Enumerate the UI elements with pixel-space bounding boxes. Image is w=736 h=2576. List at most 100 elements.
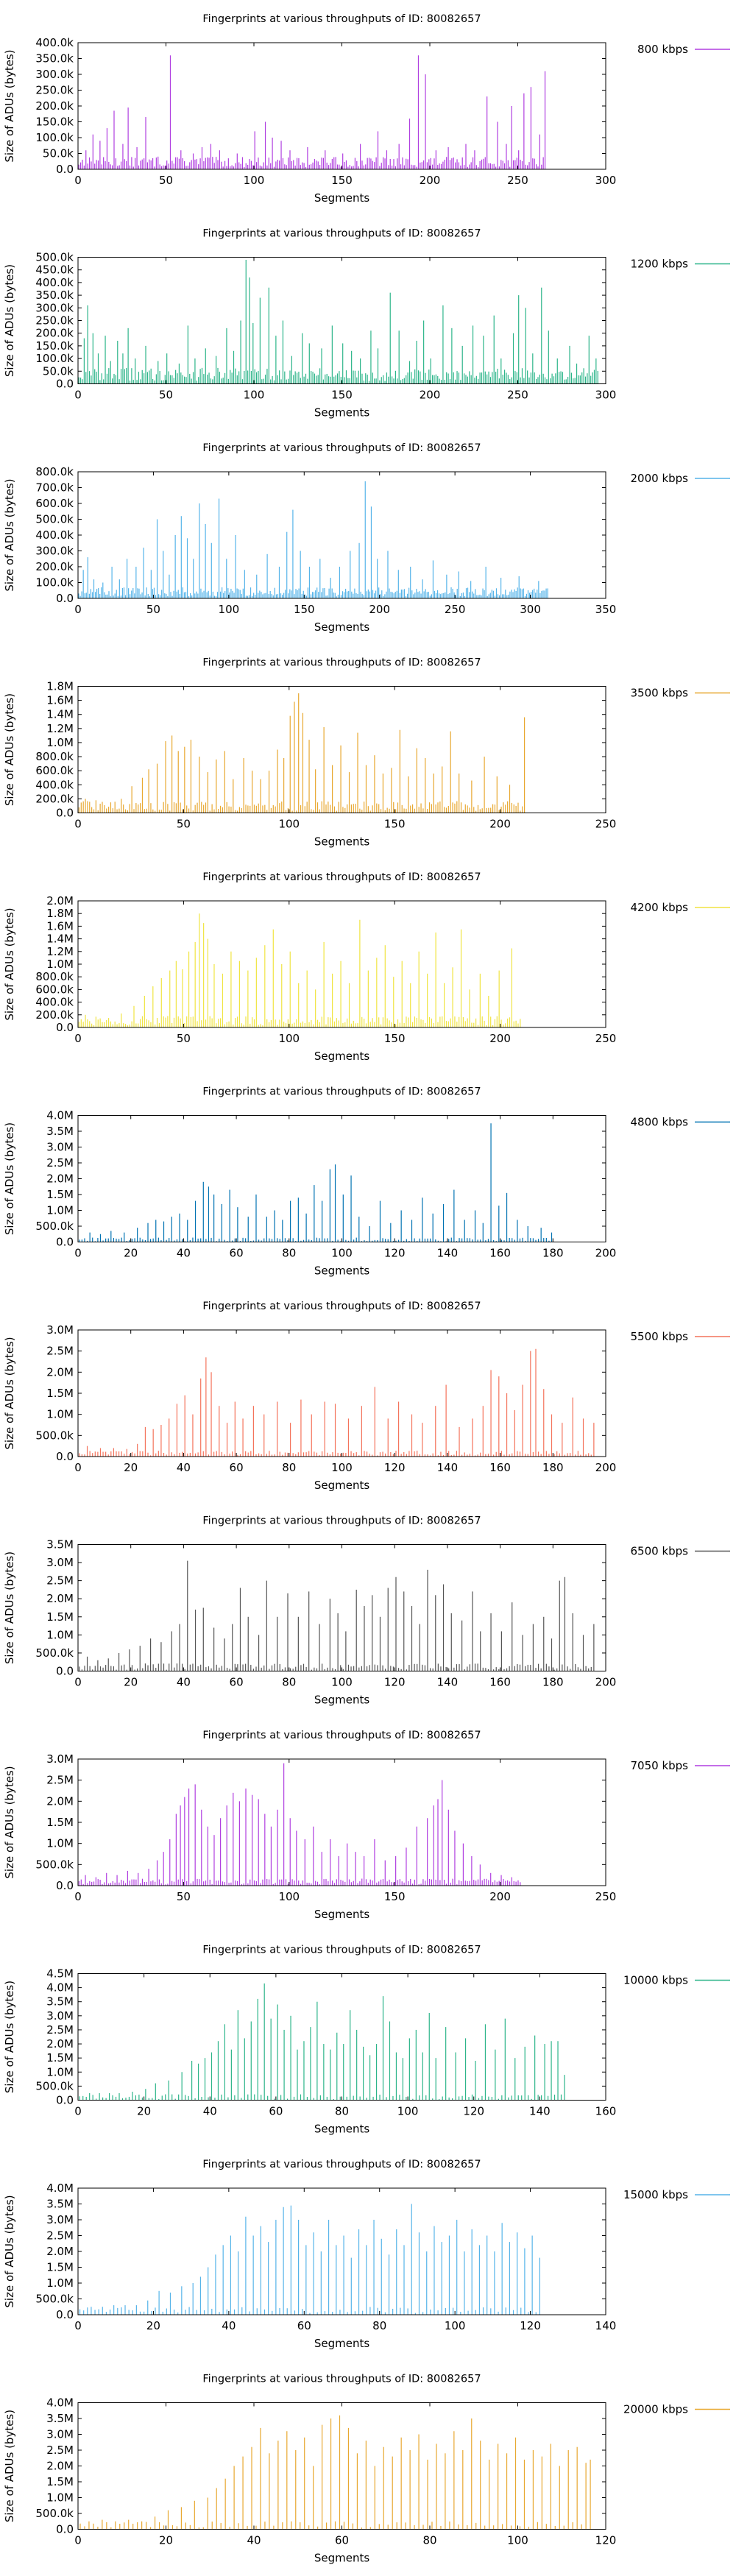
y-tick-label: 500.0k — [35, 251, 74, 264]
x-tick-label: 60 — [230, 1676, 244, 1689]
x-tick-label: 140 — [529, 2105, 551, 2118]
plot-frame — [77, 2402, 606, 2530]
y-tick-label: 400.0k — [35, 36, 74, 49]
x-tick-label: 200 — [489, 818, 511, 831]
chart-title: Fingerprints at various throughputs of I… — [202, 2374, 481, 2385]
x-tick-label: 0 — [74, 174, 82, 187]
bar-series — [79, 2204, 540, 2315]
plot-frame — [77, 1544, 606, 1671]
plot-frame — [77, 686, 606, 813]
x-tick-label: 80 — [282, 1461, 296, 1474]
y-tick-label: 800.0k — [35, 970, 74, 983]
x-tick-label: 0 — [74, 603, 82, 616]
y-tick-label: 1.4M — [46, 933, 74, 946]
x-axis-label: Segments — [314, 1908, 370, 1921]
x-tick-label: 0 — [74, 2105, 82, 2118]
x-tick-label: 100 — [219, 603, 240, 616]
y-tick-label: 1.0M — [46, 1837, 74, 1850]
y-tick-label: 3.0M — [46, 1556, 74, 1569]
x-tick-label: 150 — [294, 603, 315, 616]
y-tick-label: 500.0k — [35, 513, 74, 526]
y-tick-label: 400.0k — [35, 276, 74, 289]
x-tick-label: 140 — [437, 1676, 459, 1689]
y-tick-label: 1.0M — [46, 958, 74, 971]
y-tick-label: 250.0k — [35, 84, 74, 97]
y-tick-label: 0.0 — [56, 807, 74, 820]
y-tick-label: 600.0k — [35, 764, 74, 777]
y-tick-label: 3.0M — [46, 2428, 74, 2441]
y-tick-label: 2.5M — [46, 2444, 74, 2457]
y-tick-label: 600.0k — [35, 497, 74, 510]
y-tick-label: 0.0 — [56, 2094, 74, 2107]
x-tick-label: 0 — [74, 1676, 82, 1689]
x-tick-label: 100 — [278, 818, 300, 831]
y-tick-label: 2.5M — [46, 1156, 74, 1170]
y-axis-label: Size of ADUs (bytes) — [3, 1981, 16, 2093]
y-tick-label: 200.0k — [35, 1008, 74, 1022]
x-tick-label: 20 — [124, 1247, 138, 1260]
plot-frame — [77, 900, 606, 1028]
chart-title: Fingerprints at various throughputs of I… — [202, 657, 481, 669]
y-tick-label: 2.0M — [46, 1592, 74, 1605]
x-tick-label: 150 — [331, 174, 353, 187]
bar-series — [78, 1763, 521, 1886]
chart-title: Fingerprints at various throughputs of I… — [202, 871, 481, 883]
y-tick-label: 2.5M — [46, 1774, 74, 1787]
chart-title: Fingerprints at various throughputs of I… — [202, 442, 481, 454]
x-tick-label: 20 — [146, 2319, 160, 2332]
y-tick-label: 1.0M — [46, 2491, 74, 2505]
y-tick-label: 300.0k — [35, 545, 74, 558]
x-tick-label: 80 — [422, 2534, 436, 2547]
chart-title: Fingerprints at various throughputs of I… — [202, 1301, 481, 1312]
x-tick-label: 250 — [595, 1032, 617, 1045]
x-tick-label: 200 — [595, 1247, 617, 1260]
y-tick-label: 1.0M — [46, 2276, 74, 2290]
x-tick-label: 100 — [278, 1890, 300, 1903]
y-tick-label: 800.0k — [35, 465, 74, 478]
plot-frame — [77, 1329, 606, 1457]
chart-panel: Fingerprints at various throughputs of I… — [3, 1730, 730, 1921]
y-tick-label: 600.0k — [35, 983, 74, 996]
y-tick-label: 3.5M — [46, 1538, 74, 1551]
y-tick-label: 250.0k — [35, 314, 74, 328]
y-tick-label: 1.8M — [46, 907, 74, 920]
x-tick-label: 120 — [384, 1247, 406, 1260]
y-tick-label: 2.0M — [46, 2245, 74, 2258]
x-tick-label: 100 — [507, 2534, 528, 2547]
x-tick-label: 0 — [74, 1461, 82, 1474]
bar-series — [79, 1123, 553, 1242]
y-tick-label: 2.0M — [46, 1172, 74, 1186]
y-tick-label: 300.0k — [35, 68, 74, 81]
y-axis-label: Size of ADUs (bytes) — [3, 1122, 16, 1235]
y-tick-label: 1.5M — [46, 2051, 74, 2064]
y-tick-label: 350.0k — [35, 289, 74, 302]
y-tick-label: 1.0M — [46, 736, 74, 749]
chart-panel: Fingerprints at various throughputs of I… — [3, 1301, 730, 1492]
chart-panel: Fingerprints at various throughputs of I… — [3, 228, 730, 420]
y-tick-label: 0.0 — [56, 1021, 74, 1034]
legend-label: 6500 kbps — [631, 1545, 689, 1558]
chart-title: Fingerprints at various throughputs of I… — [202, 1945, 481, 1956]
x-tick-label: 150 — [384, 1890, 406, 1903]
y-tick-label: 1.5M — [46, 1188, 74, 1201]
x-axis-label: Segments — [314, 2337, 370, 2350]
x-tick-label: 200 — [369, 603, 390, 616]
y-tick-label: 100.0k — [35, 352, 74, 365]
chart-panel: Fingerprints at various throughputs of I… — [3, 2374, 730, 2565]
y-tick-label: 200.0k — [35, 560, 74, 573]
x-tick-label: 100 — [244, 174, 265, 187]
y-tick-label: 500.0k — [35, 1429, 74, 1442]
x-axis-label: Segments — [314, 1050, 370, 1063]
y-tick-label: 3.5M — [46, 2198, 74, 2211]
y-tick-label: 1.2M — [46, 722, 74, 735]
x-axis-label: Segments — [314, 1264, 370, 1278]
y-tick-label: 100.0k — [35, 131, 74, 144]
x-axis-label: Segments — [314, 1694, 370, 1707]
x-tick-label: 200 — [595, 1676, 617, 1689]
y-tick-label: 3.0M — [46, 1323, 74, 1337]
y-tick-label: 4.0M — [46, 1109, 74, 1122]
y-tick-label: 1.6M — [46, 694, 74, 707]
x-tick-label: 140 — [595, 2319, 617, 2332]
x-tick-label: 60 — [230, 1461, 244, 1474]
